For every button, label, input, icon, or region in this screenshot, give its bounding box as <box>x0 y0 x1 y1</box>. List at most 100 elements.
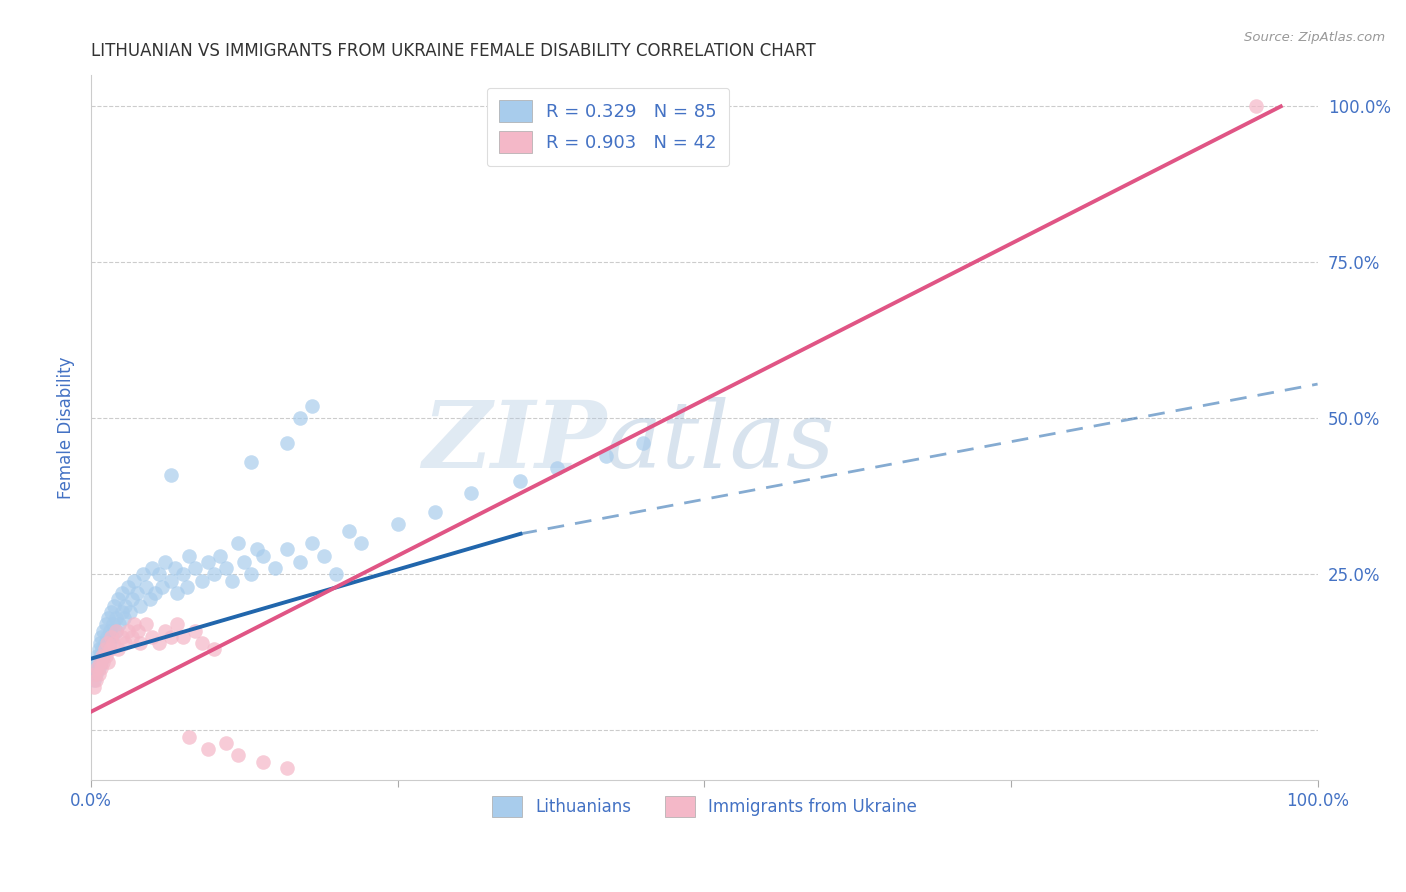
Point <box>98 624 121 638</box>
Point <box>176 580 198 594</box>
Point <box>87 661 110 675</box>
Point <box>121 592 143 607</box>
Point <box>163 561 186 575</box>
Point <box>96 636 118 650</box>
Point <box>114 636 136 650</box>
Point <box>460 486 482 500</box>
Point <box>141 561 163 575</box>
Point <box>135 580 157 594</box>
Point <box>93 642 115 657</box>
Point <box>239 567 262 582</box>
Point <box>264 561 287 575</box>
Point <box>184 561 207 575</box>
Point <box>127 624 149 638</box>
Point <box>141 630 163 644</box>
Point <box>125 586 148 600</box>
Point <box>98 636 121 650</box>
Point <box>103 636 125 650</box>
Point <box>89 648 111 663</box>
Point <box>215 736 238 750</box>
Point <box>86 648 108 663</box>
Point <box>94 642 117 657</box>
Text: ZIP: ZIP <box>422 397 606 487</box>
Point <box>139 592 162 607</box>
Point <box>301 399 323 413</box>
Point <box>111 586 134 600</box>
Point <box>276 436 298 450</box>
Point <box>87 642 110 657</box>
Point <box>104 624 127 638</box>
Point <box>233 555 256 569</box>
Legend: Lithuanians, Immigrants from Ukraine: Lithuanians, Immigrants from Ukraine <box>484 788 925 825</box>
Point <box>129 599 152 613</box>
Point <box>160 630 183 644</box>
Point <box>91 642 114 657</box>
Point <box>423 505 446 519</box>
Point <box>1246 99 1268 113</box>
Point <box>301 536 323 550</box>
Point <box>148 636 170 650</box>
Point <box>104 624 127 638</box>
Point <box>83 661 105 675</box>
Point <box>100 630 122 644</box>
Point <box>190 636 212 650</box>
Point <box>111 605 134 619</box>
Point <box>148 567 170 582</box>
Point <box>288 411 311 425</box>
Point <box>160 467 183 482</box>
Point <box>184 624 207 638</box>
Point <box>153 624 176 638</box>
Point <box>150 580 173 594</box>
Point <box>86 655 108 669</box>
Point <box>179 730 201 744</box>
Point <box>197 555 219 569</box>
Point <box>103 599 125 613</box>
Text: LITHUANIAN VS IMMIGRANTS FROM UKRAINE FEMALE DISABILITY CORRELATION CHART: LITHUANIAN VS IMMIGRANTS FROM UKRAINE FE… <box>91 42 815 60</box>
Point <box>595 449 617 463</box>
Point <box>387 517 409 532</box>
Text: atlas: atlas <box>606 397 835 487</box>
Point <box>337 524 360 538</box>
Point <box>89 655 111 669</box>
Point <box>104 611 127 625</box>
Point <box>122 617 145 632</box>
Point <box>83 667 105 681</box>
Point <box>97 655 120 669</box>
Point <box>350 536 373 550</box>
Point <box>83 673 105 688</box>
Point <box>179 549 201 563</box>
Point <box>84 673 107 688</box>
Point <box>202 567 225 582</box>
Point <box>160 574 183 588</box>
Point <box>246 542 269 557</box>
Point <box>97 611 120 625</box>
Point <box>98 642 121 657</box>
Point <box>143 586 166 600</box>
Point <box>89 636 111 650</box>
Point <box>325 567 347 582</box>
Point <box>108 617 131 632</box>
Point <box>84 667 107 681</box>
Point <box>117 624 139 638</box>
Point <box>122 574 145 588</box>
Point <box>166 617 188 632</box>
Point <box>276 761 298 775</box>
Point <box>288 555 311 569</box>
Point <box>90 630 112 644</box>
Point <box>94 617 117 632</box>
Point <box>172 630 194 644</box>
Point <box>208 549 231 563</box>
Point <box>546 461 568 475</box>
Point <box>221 574 243 588</box>
Point <box>228 536 250 550</box>
Point <box>114 599 136 613</box>
Point <box>190 574 212 588</box>
Point <box>129 636 152 650</box>
Point <box>215 561 238 575</box>
Y-axis label: Female Disability: Female Disability <box>58 357 75 499</box>
Point <box>228 748 250 763</box>
Point <box>121 630 143 644</box>
Point <box>90 661 112 675</box>
Point <box>631 436 654 450</box>
Point <box>86 661 108 675</box>
